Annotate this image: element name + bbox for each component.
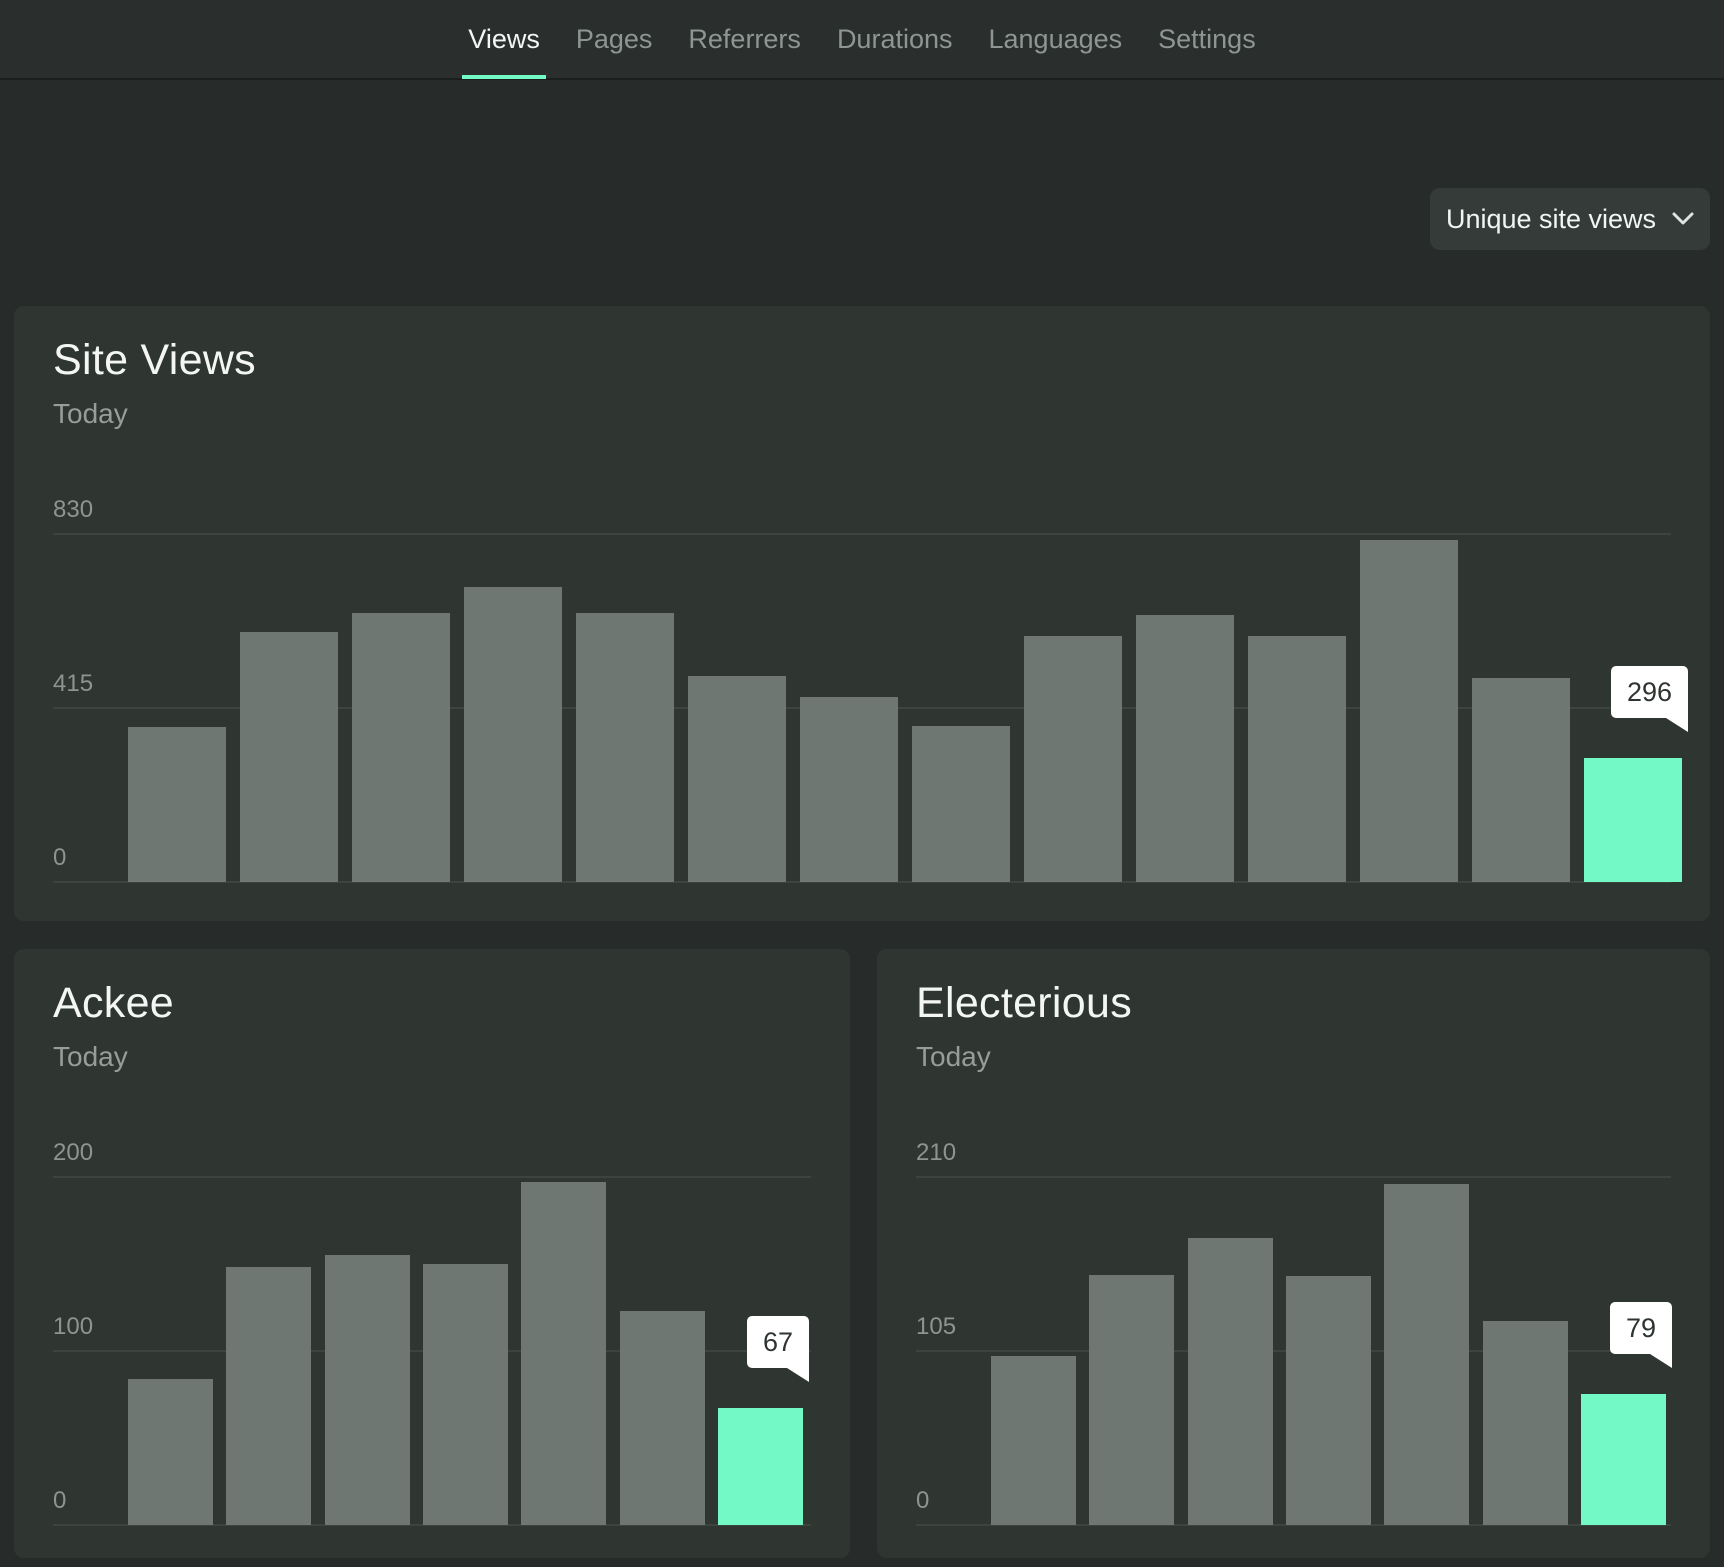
bar[interactable]	[1024, 636, 1122, 882]
y-axis-label: 0	[53, 1487, 67, 1514]
chevron-down-icon	[1672, 212, 1694, 225]
bar[interactable]	[912, 726, 1010, 882]
bar[interactable]	[1384, 1184, 1469, 1525]
highlighted-bar[interactable]	[1584, 758, 1682, 882]
bar[interactable]	[128, 1379, 213, 1525]
bar[interactable]	[352, 613, 450, 882]
value-tooltip: 296	[1610, 666, 1689, 732]
bar[interactable]	[991, 1356, 1076, 1525]
bar[interactable]	[1188, 1238, 1273, 1525]
bar[interactable]	[464, 587, 562, 882]
electerious-domain-card: Electerious Today 210 105 0 79	[877, 949, 1710, 1558]
bar[interactable]	[1286, 1276, 1371, 1525]
y-axis-label: 100	[53, 1313, 94, 1340]
bar[interactable]	[128, 727, 226, 882]
bar[interactable]	[1483, 1321, 1568, 1525]
top-navigation: Views Pages Referrers Durations Language…	[0, 0, 1724, 80]
y-axis-label: 415	[53, 670, 94, 697]
bar[interactable]	[240, 632, 338, 882]
bar[interactable]	[688, 676, 786, 882]
card-title: Electerious	[916, 979, 1133, 1027]
tab-referrers[interactable]: Referrers	[688, 23, 801, 54]
tab-settings[interactable]: Settings	[1158, 23, 1256, 54]
card-title: Site Views	[53, 336, 256, 384]
view-mode-dropdown[interactable]: Unique site views	[1430, 188, 1710, 250]
y-gridline	[53, 1176, 811, 1178]
bar[interactable]	[1360, 540, 1458, 882]
tab-durations[interactable]: Durations	[836, 23, 953, 54]
bar[interactable]	[226, 1267, 311, 1525]
highlighted-bar[interactable]	[718, 1408, 803, 1525]
ackee-domain-chart: 200 100 0 67	[14, 949, 850, 1558]
highlighted-bar[interactable]	[1581, 1394, 1666, 1525]
card-title: Ackee	[53, 979, 175, 1027]
bar[interactable]	[576, 613, 674, 882]
y-gridline	[53, 533, 1671, 535]
card-subtitle: Today	[53, 398, 128, 429]
site-views-card: Site Views Today 830 415 0 296	[14, 306, 1710, 921]
y-axis-label: 210	[916, 1139, 957, 1166]
bar[interactable]	[1248, 636, 1346, 882]
bar[interactable]	[1136, 615, 1234, 882]
y-axis-label: 105	[916, 1313, 957, 1340]
bar[interactable]	[1472, 678, 1570, 882]
y-gridline	[916, 1524, 1671, 1526]
tab-languages[interactable]: Languages	[988, 23, 1123, 54]
bar[interactable]	[325, 1255, 410, 1525]
y-axis-label: 0	[916, 1487, 930, 1514]
card-subtitle: Today	[53, 1041, 128, 1072]
view-mode-dropdown-label: Unique site views	[1445, 203, 1657, 234]
y-axis-label: 200	[53, 1139, 94, 1166]
site-views-chart: 830 415 0 296	[14, 306, 1710, 921]
y-gridline	[53, 1524, 811, 1526]
ackee-domain-card: Ackee Today 200 100 0 67	[14, 949, 850, 1558]
electerious-domain-chart: 210 105 0 79	[877, 949, 1710, 1558]
bar[interactable]	[620, 1311, 705, 1525]
bar[interactable]	[1089, 1275, 1174, 1525]
y-gridline	[53, 881, 1671, 883]
y-axis-label: 830	[53, 496, 94, 523]
value-tooltip: 79	[1609, 1302, 1673, 1368]
bar[interactable]	[521, 1182, 606, 1525]
tab-pages[interactable]: Pages	[575, 23, 653, 54]
tab-views[interactable]: Views	[462, 0, 546, 79]
bar[interactable]	[800, 697, 898, 882]
card-subtitle: Today	[916, 1041, 991, 1072]
bar[interactable]	[423, 1264, 508, 1525]
value-tooltip: 67	[746, 1316, 810, 1382]
y-axis-label: 0	[53, 844, 67, 871]
y-gridline	[916, 1176, 1671, 1178]
